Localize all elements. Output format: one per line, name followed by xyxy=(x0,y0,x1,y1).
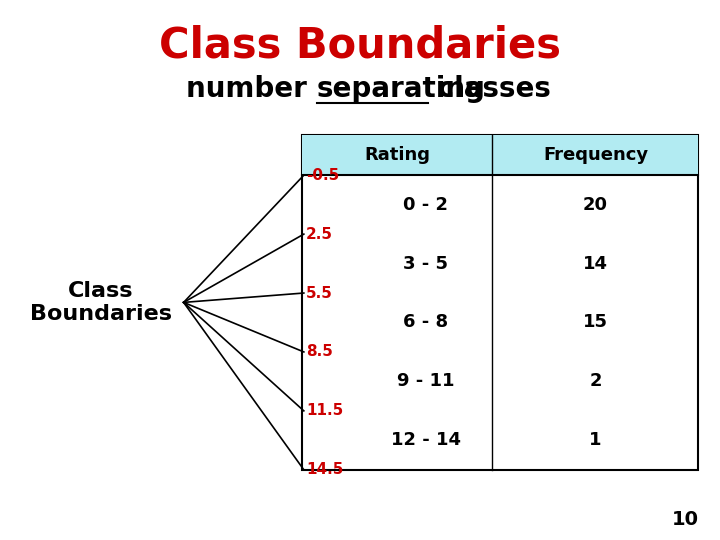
Text: 15: 15 xyxy=(583,314,608,332)
Text: -0.5: -0.5 xyxy=(306,168,339,183)
Text: 3 - 5: 3 - 5 xyxy=(403,254,449,273)
Text: 6 - 8: 6 - 8 xyxy=(403,314,449,332)
Text: 0 - 2: 0 - 2 xyxy=(403,195,449,214)
Text: 2.5: 2.5 xyxy=(306,227,333,241)
Bar xyxy=(302,135,698,470)
Text: Frequency: Frequency xyxy=(543,146,648,164)
Text: 14.5: 14.5 xyxy=(306,462,343,477)
Text: Class
Boundaries: Class Boundaries xyxy=(30,281,172,324)
Text: 11.5: 11.5 xyxy=(306,403,343,418)
Text: 14: 14 xyxy=(583,254,608,273)
Text: 20: 20 xyxy=(583,195,608,214)
Text: number: number xyxy=(186,75,317,103)
Text: 10: 10 xyxy=(671,510,698,529)
Text: Class Boundaries: Class Boundaries xyxy=(159,25,561,67)
Text: 5.5: 5.5 xyxy=(306,286,333,301)
Text: classes: classes xyxy=(428,75,552,103)
Bar xyxy=(302,135,698,175)
Text: separating: separating xyxy=(317,75,486,103)
Text: 8.5: 8.5 xyxy=(306,345,333,360)
Text: 2: 2 xyxy=(589,373,602,390)
Text: 12 - 14: 12 - 14 xyxy=(391,431,461,449)
Text: Rating: Rating xyxy=(364,146,431,164)
Text: 9 - 11: 9 - 11 xyxy=(397,373,455,390)
Text: 1: 1 xyxy=(589,431,602,449)
